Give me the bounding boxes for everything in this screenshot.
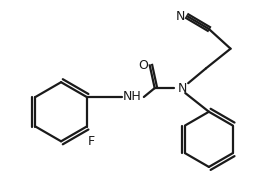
- Text: O: O: [138, 59, 148, 72]
- Text: NH: NH: [123, 90, 142, 104]
- Text: N: N: [176, 10, 185, 23]
- Text: N: N: [178, 82, 187, 95]
- Text: F: F: [88, 135, 95, 148]
